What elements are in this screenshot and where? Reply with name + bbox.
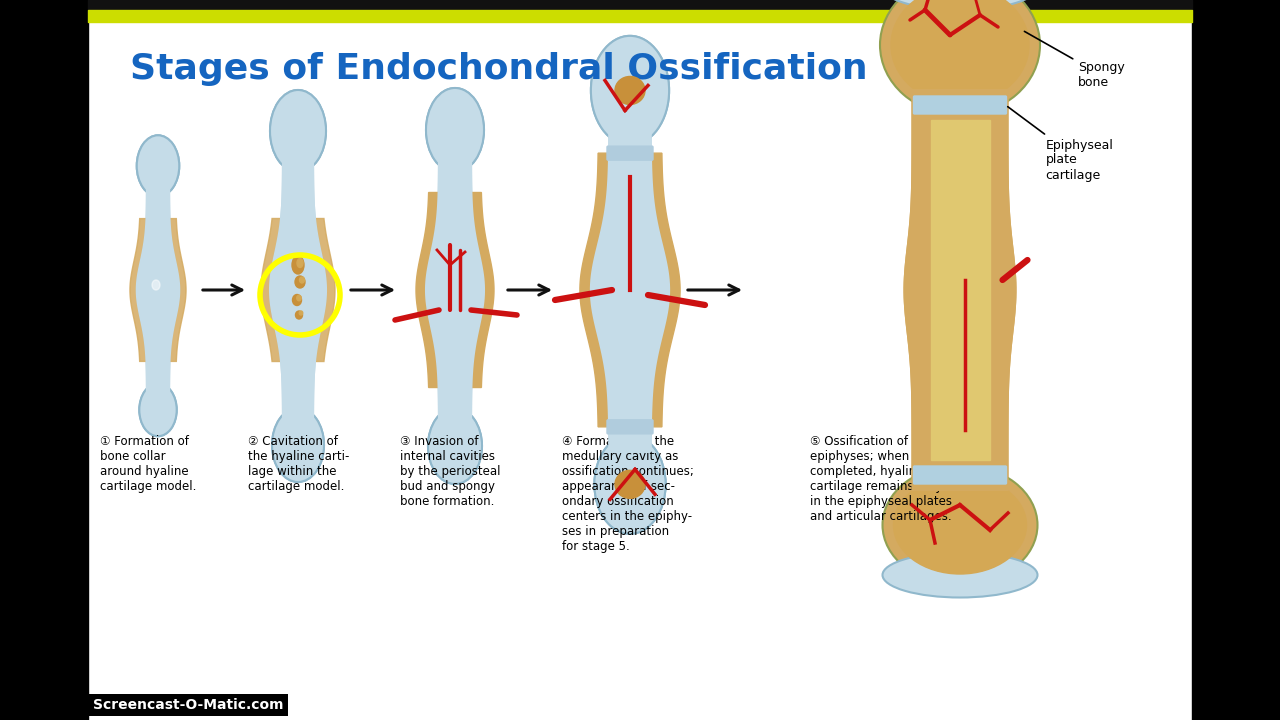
Ellipse shape bbox=[300, 311, 303, 315]
Polygon shape bbox=[270, 160, 326, 420]
Ellipse shape bbox=[594, 435, 666, 534]
Polygon shape bbox=[131, 219, 186, 361]
Ellipse shape bbox=[293, 294, 302, 305]
Ellipse shape bbox=[296, 311, 302, 319]
Polygon shape bbox=[620, 177, 640, 402]
Text: Spongy
bone: Spongy bone bbox=[1024, 32, 1125, 89]
Text: Epiphyseal
plate
cartilage: Epiphyseal plate cartilage bbox=[1007, 107, 1114, 181]
Ellipse shape bbox=[881, 0, 1039, 10]
Ellipse shape bbox=[881, 0, 1039, 115]
Ellipse shape bbox=[623, 246, 641, 264]
Ellipse shape bbox=[882, 552, 1038, 598]
Ellipse shape bbox=[273, 408, 324, 482]
Ellipse shape bbox=[448, 328, 462, 343]
Ellipse shape bbox=[428, 408, 483, 484]
Ellipse shape bbox=[620, 216, 639, 234]
Polygon shape bbox=[931, 120, 989, 460]
Polygon shape bbox=[580, 153, 680, 427]
Ellipse shape bbox=[448, 278, 461, 292]
Polygon shape bbox=[905, 90, 1015, 490]
Text: ① Formation of
bone collar
around hyaline
cartilage model.: ① Formation of bone collar around hyalin… bbox=[100, 435, 196, 493]
Polygon shape bbox=[447, 212, 463, 368]
Ellipse shape bbox=[297, 295, 301, 301]
Polygon shape bbox=[261, 218, 335, 361]
Ellipse shape bbox=[300, 277, 305, 283]
Ellipse shape bbox=[297, 258, 303, 268]
Ellipse shape bbox=[140, 384, 177, 436]
Ellipse shape bbox=[448, 304, 463, 317]
Polygon shape bbox=[416, 192, 494, 387]
Ellipse shape bbox=[622, 317, 640, 333]
Ellipse shape bbox=[451, 253, 465, 268]
Polygon shape bbox=[591, 129, 669, 451]
Polygon shape bbox=[426, 160, 484, 420]
FancyBboxPatch shape bbox=[914, 96, 1006, 114]
Polygon shape bbox=[905, 90, 1015, 490]
Ellipse shape bbox=[620, 346, 640, 364]
Ellipse shape bbox=[620, 372, 637, 388]
Text: ⑤ Ossification of the
epiphyses; when
completed, hyaline
cartilage remains only
: ⑤ Ossification of the epiphyses; when co… bbox=[810, 435, 952, 523]
Text: Screencast-O-Matic.com: Screencast-O-Matic.com bbox=[93, 698, 283, 712]
Ellipse shape bbox=[621, 282, 637, 298]
Ellipse shape bbox=[137, 135, 179, 197]
FancyBboxPatch shape bbox=[607, 420, 653, 434]
Polygon shape bbox=[426, 160, 484, 420]
Ellipse shape bbox=[292, 256, 305, 274]
Ellipse shape bbox=[452, 350, 462, 360]
FancyBboxPatch shape bbox=[914, 466, 1006, 484]
Ellipse shape bbox=[614, 470, 645, 498]
Ellipse shape bbox=[893, 476, 1027, 574]
Ellipse shape bbox=[621, 185, 643, 205]
Text: ③ Invasion of
internal cavities
by the periosteal
bud and spongy
bone formation.: ③ Invasion of internal cavities by the p… bbox=[399, 435, 500, 508]
Polygon shape bbox=[591, 129, 669, 451]
Ellipse shape bbox=[294, 276, 305, 288]
Ellipse shape bbox=[447, 226, 463, 244]
Ellipse shape bbox=[591, 36, 669, 145]
Ellipse shape bbox=[270, 90, 326, 172]
Polygon shape bbox=[137, 188, 179, 392]
Ellipse shape bbox=[426, 88, 484, 172]
Ellipse shape bbox=[882, 465, 1038, 585]
Ellipse shape bbox=[152, 280, 160, 290]
Ellipse shape bbox=[891, 0, 1029, 104]
FancyBboxPatch shape bbox=[607, 146, 653, 160]
Polygon shape bbox=[931, 120, 989, 460]
Text: ② Cavitation of
the hyaline carti-
lage within the
cartilage model.: ② Cavitation of the hyaline carti- lage … bbox=[248, 435, 349, 493]
Ellipse shape bbox=[614, 76, 645, 104]
Polygon shape bbox=[270, 160, 326, 420]
Text: Stages of Endochondral Ossification: Stages of Endochondral Ossification bbox=[131, 52, 868, 86]
Text: ④ Formation of the
medullary cavity as
ossification continues;
appearance of sec: ④ Formation of the medullary cavity as o… bbox=[562, 435, 694, 553]
Polygon shape bbox=[137, 188, 179, 392]
